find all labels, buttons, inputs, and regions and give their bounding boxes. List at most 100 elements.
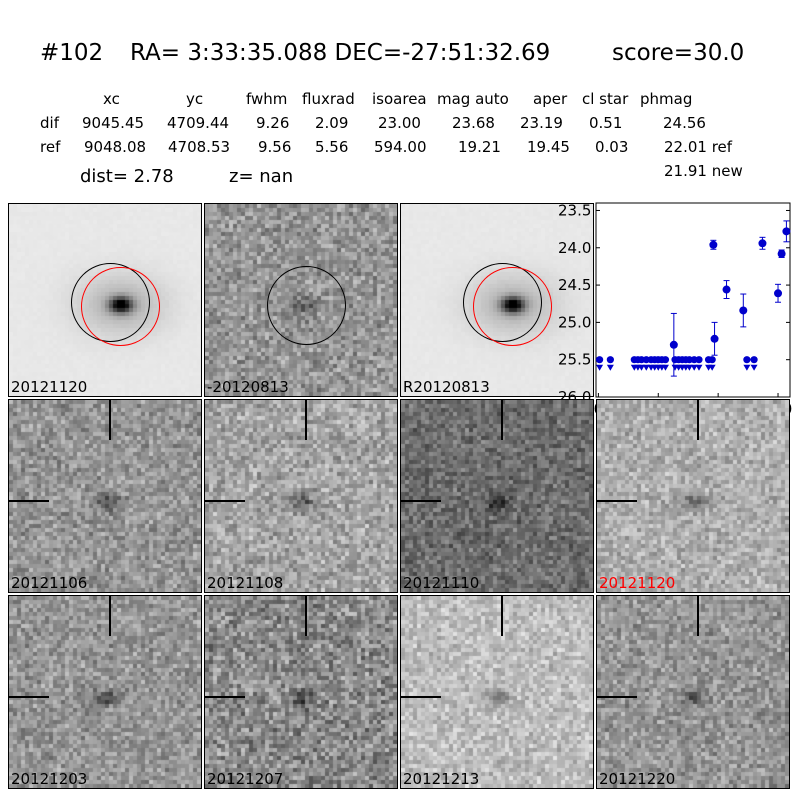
upper-limit-arrow xyxy=(596,364,604,371)
crosshair-vertical xyxy=(501,596,503,636)
upper-limit-arrow xyxy=(743,364,751,371)
col-header: isoarea xyxy=(372,90,427,108)
stamp-label: 20121220 xyxy=(599,770,676,788)
upper-limit-marker xyxy=(661,356,670,371)
y-tick-label: 25.5 xyxy=(558,351,591,369)
table-cell: 0.03 xyxy=(595,138,629,156)
row-label: ref xyxy=(40,138,61,156)
upper-limit-dot xyxy=(743,356,751,364)
stamp-image xyxy=(597,596,789,788)
detection-dot xyxy=(710,334,719,343)
table-cell: 22.01 ref xyxy=(664,138,733,156)
coordinates: RA= 3:33:35.088 DEC=-27:51:32.69 xyxy=(130,40,551,66)
col-header: xc xyxy=(103,90,120,108)
detection-dot xyxy=(669,340,678,349)
stamp-label: 20121207 xyxy=(207,770,284,788)
red-circle xyxy=(473,267,552,346)
crosshair-horizontal xyxy=(401,696,441,698)
row-label: dif xyxy=(40,114,59,132)
col-header: fwhm xyxy=(246,90,288,108)
table-cell: 24.56 xyxy=(663,114,706,132)
col-header: fluxrad xyxy=(302,90,355,108)
epoch-stamp: 20121108 xyxy=(204,399,398,593)
data-marks xyxy=(595,220,791,377)
upper-limit-dot xyxy=(750,356,758,364)
upper-limit-arrow xyxy=(606,364,614,371)
col-header: cl star xyxy=(582,90,629,108)
upper-limit-arrow xyxy=(638,364,646,371)
detection-point xyxy=(710,321,719,356)
upper-limit-marker xyxy=(606,356,614,371)
y-tick-label: 24.5 xyxy=(558,276,591,294)
table-cell: 594.00 xyxy=(374,138,427,156)
epoch-stamp: 20121110 xyxy=(400,399,594,593)
upper-limit-arrow xyxy=(690,364,698,371)
table-cell: 4709.44 xyxy=(167,114,230,132)
plot-frame xyxy=(595,202,791,398)
light-curve-chart: 23.524.024.525.025.526.0050100150 xyxy=(558,201,792,418)
stamp-image xyxy=(9,400,201,592)
score: score=30.0 xyxy=(612,40,745,66)
table-cell: 2.09 xyxy=(315,114,349,132)
black-circle xyxy=(267,266,346,345)
table-cell: 19.45 xyxy=(527,138,570,156)
dist-value: dist= 2.78 xyxy=(80,166,174,187)
stamp-image xyxy=(205,596,397,788)
table-cell: 23.19 xyxy=(520,114,563,132)
stamp-label: R20120813 xyxy=(403,378,490,396)
crosshair-horizontal xyxy=(597,696,637,698)
crosshair-vertical xyxy=(697,596,699,636)
stamp-image xyxy=(597,400,789,592)
detection-point xyxy=(722,280,731,300)
crosshair-horizontal xyxy=(9,500,49,502)
upper-limit-arrow xyxy=(661,364,669,371)
table-cell: 9.26 xyxy=(256,114,290,132)
crosshair-vertical xyxy=(697,400,699,440)
crosshair-vertical xyxy=(109,400,111,440)
detection-dot xyxy=(709,240,718,249)
col-header: mag auto xyxy=(437,90,509,108)
table-cell: 5.56 xyxy=(315,138,349,156)
detection-point xyxy=(739,293,748,328)
detection-dot xyxy=(777,249,786,258)
crosshair-vertical xyxy=(501,400,503,440)
epoch-stamp: 20121220 xyxy=(596,595,790,789)
crosshair-horizontal xyxy=(597,500,637,502)
stamp-image xyxy=(205,400,397,592)
crosshair-vertical xyxy=(109,596,111,636)
table-cell: 23.00 xyxy=(378,114,421,132)
upper-limit-marker xyxy=(695,356,703,371)
upper-limit-arrow xyxy=(708,364,716,371)
epoch-stamp: 20121213 xyxy=(400,595,594,789)
crosshair-horizontal xyxy=(9,696,49,698)
epoch-stamp: 20121120 xyxy=(596,399,790,593)
table-cell: 9045.45 xyxy=(82,114,145,132)
stamp-image xyxy=(9,596,201,788)
table-cell: 0.51 xyxy=(589,114,623,132)
new-phmag: 21.91 new xyxy=(664,162,743,180)
light-curve-panel: 23.524.024.525.025.526.0050100150 xyxy=(558,201,792,418)
stamp-label: 20121108 xyxy=(207,574,284,592)
table-cell: 9.56 xyxy=(258,138,292,156)
table-cell: 23.68 xyxy=(452,114,495,132)
epoch-stamp: 20121106 xyxy=(8,399,202,593)
upper-limit-dot xyxy=(606,356,614,364)
upper-limit-marker xyxy=(595,356,604,371)
detection-dot xyxy=(722,285,731,294)
table-cell: 9048.08 xyxy=(84,138,147,156)
stamp-label: 20121106 xyxy=(11,574,88,592)
detection-point xyxy=(774,283,783,303)
upper-limit-dot xyxy=(708,356,716,364)
upper-limit-arrow xyxy=(642,364,650,371)
detection-dot xyxy=(758,239,767,248)
detection-dot xyxy=(774,289,783,298)
crosshair-horizontal xyxy=(205,500,245,502)
y-tick-label: 23.5 xyxy=(558,201,591,219)
stamp-label: 20121120 xyxy=(11,378,88,396)
upper-limit-dot xyxy=(595,356,604,364)
candidate-id: #102 xyxy=(40,40,104,66)
red-circle xyxy=(81,267,160,346)
detection-point xyxy=(782,220,791,243)
stamp-label-highlighted: 20121120 xyxy=(599,574,676,592)
epoch-stamp: 20121207 xyxy=(204,595,398,789)
